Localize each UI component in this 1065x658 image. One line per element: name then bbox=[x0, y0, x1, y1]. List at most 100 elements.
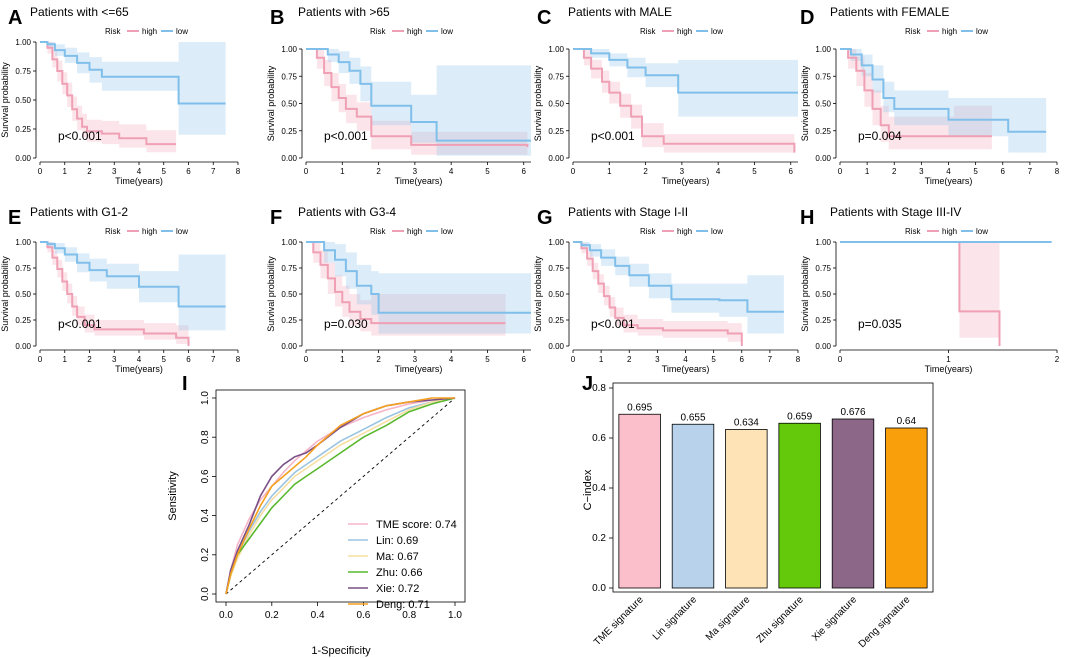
legend-high-label: high bbox=[142, 27, 157, 36]
x-tick-label: 8 bbox=[796, 355, 801, 364]
y-tick-label: 0.50 bbox=[15, 290, 31, 299]
y-tick-label: 0.25 bbox=[281, 127, 297, 136]
roc-curve-tme-score bbox=[225, 397, 456, 595]
legend-low-label: low bbox=[711, 227, 723, 236]
ci-band-high bbox=[573, 49, 795, 158]
legend-low-label: low bbox=[441, 227, 453, 236]
y-tick-label: 0.2 bbox=[200, 547, 211, 561]
x-axis-label: Time(years) bbox=[925, 176, 973, 186]
x-tick-label: 0.0 bbox=[219, 610, 233, 621]
km-panel-e: E Patients with G1-2 Risk high low 0.00 0.25 0.… bbox=[0, 205, 241, 374]
km-title: Patients with >65 bbox=[298, 5, 390, 19]
y-tick-label: 0.75 bbox=[15, 67, 31, 76]
x-tick-label: 8 bbox=[1055, 167, 1060, 176]
legend-low-label: low bbox=[976, 227, 988, 236]
legend-title: Risk bbox=[105, 27, 122, 36]
panel-letter-e: E bbox=[8, 207, 21, 229]
y-tick-label: 0.0 bbox=[200, 587, 211, 601]
survival-curve-low bbox=[306, 241, 531, 314]
y-tick-label: 0.4 bbox=[200, 508, 211, 522]
y-tick-label: 0.75 bbox=[15, 264, 31, 273]
km-panel-b: B Patients with >65 Risk high low 0.00 0.25 0.5… bbox=[266, 5, 531, 186]
y-tick-label: 0.25 bbox=[815, 316, 831, 325]
ci-band-low bbox=[306, 242, 531, 334]
x-tick-label: 3 bbox=[413, 355, 418, 364]
y-tick-label: 1.00 bbox=[15, 238, 31, 247]
x-tick-label: 0.6 bbox=[356, 610, 370, 621]
x-tick-label: 1 bbox=[599, 355, 604, 364]
y-axis-label: Survival probability bbox=[533, 65, 543, 141]
x-tick-label: 6 bbox=[740, 355, 745, 364]
panel-letter-g: G bbox=[537, 207, 553, 229]
ci-band-low bbox=[840, 49, 1047, 153]
x-tick-label: 1 bbox=[340, 355, 345, 364]
legend-high-label: high bbox=[942, 27, 957, 36]
panel-letter-h: H bbox=[800, 207, 814, 229]
x-tick-label: 4 bbox=[449, 355, 454, 364]
p-value: p=0.030 bbox=[324, 317, 368, 331]
x-tick-label: 2 bbox=[87, 167, 92, 176]
x-tick-label: 7 bbox=[211, 355, 216, 364]
x-tick-label: 2 bbox=[1055, 355, 1060, 364]
x-tick-label: 0 bbox=[38, 167, 43, 176]
y-tick-label: 0.00 bbox=[281, 342, 297, 351]
x-tick-label: 7 bbox=[211, 167, 216, 176]
km-title: Patients with G1-2 bbox=[30, 205, 128, 219]
bar-value-label: 0.634 bbox=[734, 418, 759, 429]
x-tick-label: 0.2 bbox=[265, 610, 279, 621]
y-tick-label: 0.2 bbox=[592, 533, 606, 544]
panel-letter-j: J bbox=[582, 373, 593, 395]
survival-curve-low bbox=[306, 48, 531, 142]
x-tick-label: 5 bbox=[711, 355, 716, 364]
x-tick-label: 0.8 bbox=[402, 610, 416, 621]
panel-letter-d: D bbox=[800, 7, 814, 29]
roc-legend-label: Ma: 0.67 bbox=[376, 551, 419, 563]
km-title: Patients with FEMALE bbox=[830, 5, 949, 19]
km-title: Patients with G3-4 bbox=[298, 205, 396, 219]
bar-ma-signature bbox=[725, 429, 768, 589]
survival-curve-high bbox=[40, 241, 190, 346]
ci-band-low bbox=[573, 49, 798, 117]
survival-curve-low bbox=[40, 241, 226, 308]
x-category-label: TME signature bbox=[592, 594, 646, 648]
y-axis-label: C−index bbox=[582, 469, 594, 510]
x-tick-label: 5 bbox=[973, 167, 978, 176]
x-tick-label: 2 bbox=[376, 167, 381, 176]
x-category-label: Lin signature bbox=[651, 594, 700, 643]
km-title: Patients with MALE bbox=[568, 5, 672, 19]
x-tick-label: 5 bbox=[485, 167, 490, 176]
ci-band-low bbox=[40, 42, 226, 135]
x-tick-label: 8 bbox=[236, 355, 241, 364]
km-panel-d: D Patients with FEMALE Risk high low 0.00 0.25… bbox=[800, 5, 1060, 186]
roc-frame bbox=[215, 389, 466, 603]
roc-legend-label: TME score: 0.74 bbox=[376, 519, 457, 531]
legend-low-label: low bbox=[976, 27, 988, 36]
x-tick-label: 4 bbox=[449, 167, 454, 176]
x-tick-label: 8 bbox=[236, 167, 241, 176]
x-tick-label: 0 bbox=[304, 355, 309, 364]
legend-high-label: high bbox=[942, 227, 957, 236]
roc-legend-label: Xie: 0.72 bbox=[376, 583, 419, 595]
roc-legend-label: Deng: 0.71 bbox=[376, 599, 430, 611]
x-tick-label: 2 bbox=[87, 355, 92, 364]
x-tick-label: 6 bbox=[1001, 167, 1006, 176]
x-category-label: Xie signature bbox=[810, 594, 859, 643]
km-panel-f: F Patients with G3-4 Risk high low 0.00 0.25 0.… bbox=[266, 205, 531, 374]
y-tick-label: 0.00 bbox=[15, 342, 31, 351]
y-tick-label: 0.75 bbox=[281, 264, 297, 273]
y-tick-label: 0.00 bbox=[815, 154, 831, 163]
y-tick-label: 1.00 bbox=[548, 238, 564, 247]
x-axis-label: Time(years) bbox=[662, 176, 710, 186]
legend-high-label: high bbox=[677, 227, 692, 236]
y-axis-label: Survival probability bbox=[0, 62, 10, 138]
y-tick-label: 0.00 bbox=[548, 154, 564, 163]
legend-high-label: high bbox=[407, 27, 422, 36]
x-axis-label: Time(years) bbox=[662, 364, 710, 374]
y-tick-label: 0.00 bbox=[815, 342, 831, 351]
x-tick-label: 4 bbox=[716, 167, 721, 176]
x-tick-label: 5 bbox=[485, 355, 490, 364]
x-category-label: Ma signature bbox=[704, 594, 753, 643]
y-tick-label: 1.0 bbox=[200, 391, 211, 405]
ci-band-high bbox=[40, 42, 177, 153]
